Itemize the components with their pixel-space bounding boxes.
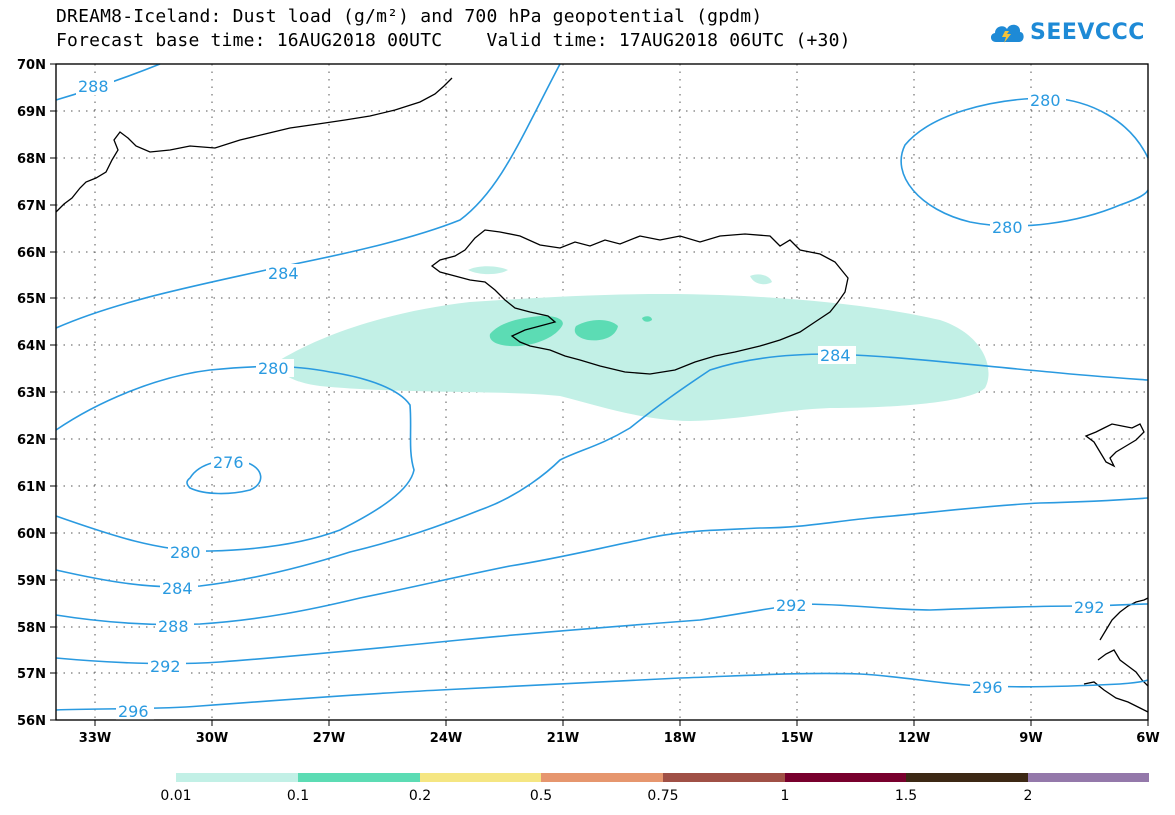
lon-label: 18W [664, 731, 696, 746]
lon-label: 15W [781, 731, 813, 746]
colorbar-swatch [298, 773, 420, 782]
lat-label: 70N [17, 58, 46, 73]
colorbar-label: 0.01 [160, 788, 191, 804]
contour-label: 276 [213, 453, 244, 472]
dust-area-light-north [750, 274, 772, 285]
colorbar-label: 0.5 [530, 788, 552, 804]
lon-label: 27W [313, 731, 345, 746]
lon-label: 30W [196, 731, 228, 746]
lon-label: 21W [547, 731, 579, 746]
colorbar-label: 0.1 [287, 788, 309, 804]
contour-label: 296 [118, 702, 149, 721]
dust-area-light [279, 293, 989, 421]
colorbar-swatch [785, 773, 906, 782]
cloud-icon [990, 24, 1024, 43]
contour-288-middle [55, 497, 1149, 626]
colorbar-label: 0.2 [409, 788, 431, 804]
lon-label: 12W [898, 731, 930, 746]
contour-label: 280 [170, 543, 201, 562]
longitude-labels: 33W 30W 27W 24W 21W 18W 15W 12W 9W 6W [79, 731, 1160, 746]
tick-marks [50, 63, 1149, 726]
lon-label: 9W [1019, 731, 1042, 746]
scotland-coast [1083, 597, 1149, 713]
contour-label: 284 [268, 264, 299, 283]
colorbar-swatch [541, 773, 663, 782]
contour-280-northeast [900, 97, 1149, 227]
lat-label: 61N [17, 480, 46, 495]
contour-280-west [55, 365, 415, 552]
lon-label: 24W [430, 731, 462, 746]
colorbar-label: 1.5 [895, 788, 917, 804]
lat-label: 60N [17, 527, 46, 542]
lat-label: 58N [17, 621, 46, 636]
contour-label: 292 [1074, 598, 1105, 617]
contour-label: 280 [1030, 91, 1061, 110]
contour-label: 284 [820, 346, 851, 365]
lat-label: 62N [17, 433, 46, 448]
contour-label: 296 [972, 678, 1003, 697]
lat-label: 65N [17, 292, 46, 307]
contour-292 [55, 603, 1149, 665]
colorbar-label: 0.75 [647, 788, 678, 804]
contour-label: 292 [150, 657, 181, 676]
dust-area-medium-3 [642, 316, 652, 322]
colorbar-swatch [906, 773, 1028, 782]
geopotential-contours [55, 63, 1149, 711]
contour-labels: 288 280 280 284 280 284 276 280 284 288 … [76, 77, 1110, 721]
colorbar-swatch [1028, 773, 1149, 782]
colorbar-swatch [420, 773, 541, 782]
colorbar-swatch [176, 773, 298, 782]
lat-label: 63N [17, 386, 46, 401]
lat-label: 69N [17, 105, 46, 120]
contour-label: 288 [78, 77, 109, 96]
dust-area-medium-2 [574, 320, 618, 341]
contour-label: 280 [258, 359, 289, 378]
lat-label: 68N [17, 152, 46, 167]
logo-text: SEEVCCC [1030, 19, 1145, 45]
faroe-islands-coast [1084, 423, 1145, 468]
contour-north-arc [55, 63, 561, 329]
lon-label: 6W [1136, 731, 1159, 746]
contour-label: 280 [992, 218, 1023, 237]
lat-label: 67N [17, 199, 46, 214]
lat-label: 66N [17, 246, 46, 261]
map-subtitle: Forecast base time: 16AUG2018 00UTC Vali… [56, 30, 851, 51]
contour-label: 288 [158, 617, 189, 636]
colorbar: 0.01 0.1 0.2 0.5 0.75 1 1.5 2 [160, 773, 1149, 804]
colorbar-label: 2 [1024, 788, 1033, 804]
greenland-coast [55, 77, 453, 213]
dust-area-medium-1 [489, 315, 563, 347]
colorbar-swatch [663, 773, 785, 782]
map-title: DREAM8-Iceland: Dust load (g/m²) and 700… [56, 6, 763, 27]
contour-296 [55, 672, 1149, 711]
contour-label: 284 [162, 579, 193, 598]
lon-label: 33W [79, 731, 111, 746]
contour-label: 292 [776, 596, 807, 615]
lat-label: 59N [17, 574, 46, 589]
iceland-coast [430, 229, 849, 375]
lat-label: 64N [17, 339, 46, 354]
seevccc-logo: SEEVCCC [988, 18, 1145, 46]
lat-label: 56N [17, 714, 46, 729]
colorbar-label: 1 [781, 788, 790, 804]
dust-area-light-northwest [468, 266, 508, 275]
contour-284-middle [55, 353, 1149, 588]
latitude-labels: 70N 69N 68N 67N 66N 65N 64N 63N 62N 61N … [17, 58, 46, 729]
lat-label: 57N [17, 667, 46, 682]
coastlines [55, 77, 1149, 713]
